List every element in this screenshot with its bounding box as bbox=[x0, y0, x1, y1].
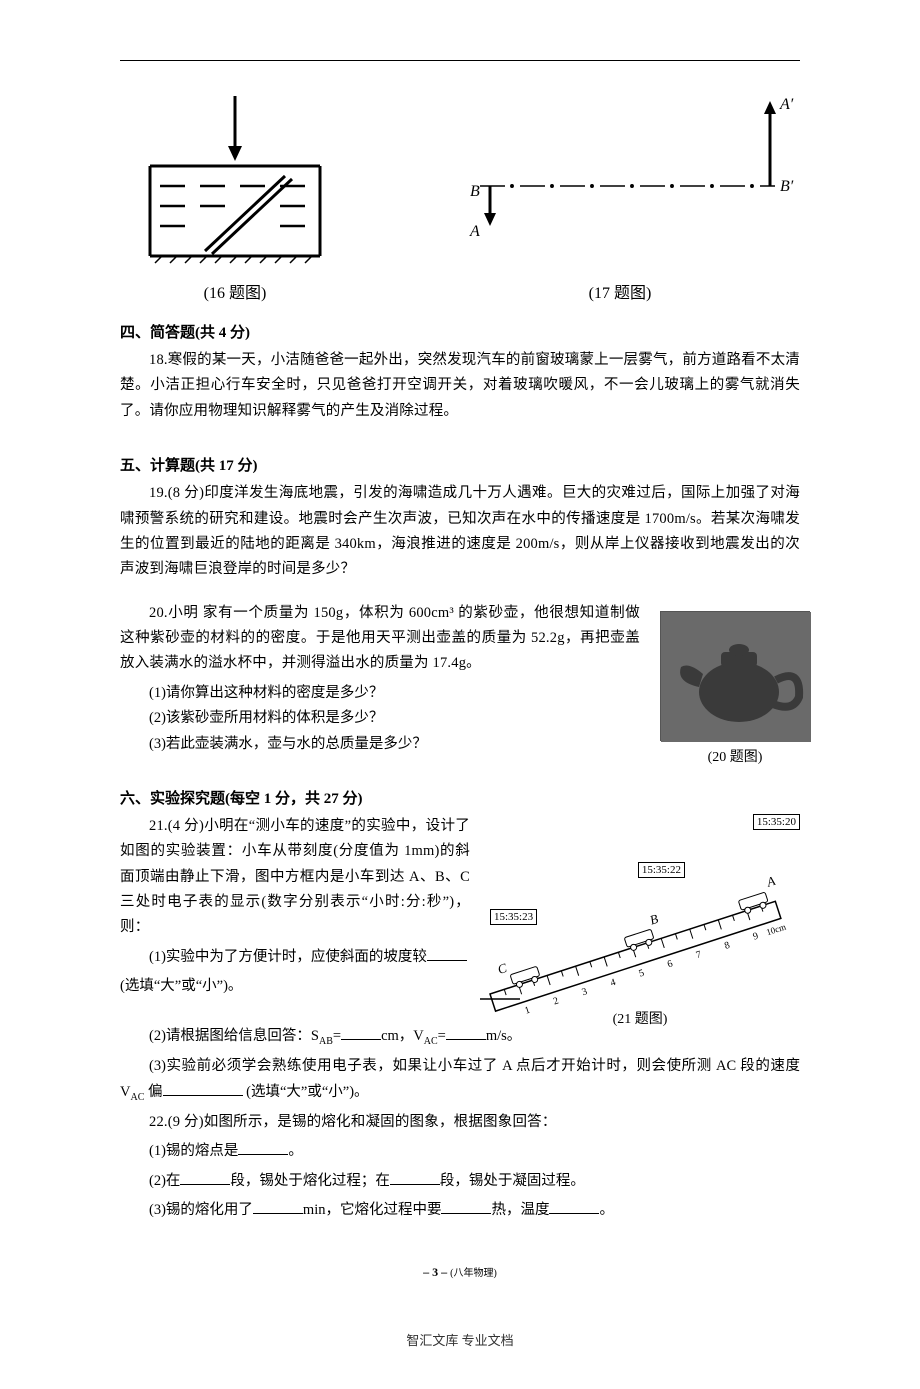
svg-text:7: 7 bbox=[695, 949, 703, 961]
figure-16 bbox=[120, 91, 350, 271]
q22-s1: (1)锡的熔点是 。 bbox=[120, 1139, 800, 1164]
q20-block: 20.小明 家有一个质量为 150g，体积为 600cm³ 的紫砂壶，他很想知道… bbox=[120, 601, 800, 757]
q22-s3: (3)锡的熔化用了 min，它熔化过程中要 热，温度 。 bbox=[120, 1198, 800, 1223]
page-footer: – 3 – (八年物理) bbox=[120, 1264, 800, 1280]
q22-s2b: 段，锡处于熔化过程；在 bbox=[230, 1173, 390, 1189]
svg-text:A′: A′ bbox=[779, 96, 794, 113]
blank bbox=[549, 1200, 599, 1215]
q21-s2cd: AC bbox=[424, 1036, 438, 1047]
q22-s3d: 。 bbox=[599, 1202, 614, 1218]
q21-s3b: 偏 bbox=[144, 1084, 162, 1100]
q21-s3: (3)实验前必须学会熟练使用电子表，如果让小车过了 A 点后才开始计时，则会使所… bbox=[120, 1054, 800, 1106]
q21-s2d: = bbox=[438, 1028, 446, 1044]
svg-text:A: A bbox=[469, 223, 480, 240]
page-footer-2: 智汇文库 专业文档 bbox=[120, 1330, 800, 1349]
top-rule bbox=[120, 60, 800, 61]
blank bbox=[390, 1170, 440, 1185]
svg-text:4: 4 bbox=[609, 977, 617, 989]
svg-text:9: 9 bbox=[752, 930, 760, 942]
q21-s2a: (2)请根据图给信息回答：S bbox=[149, 1028, 319, 1044]
blank bbox=[238, 1141, 288, 1156]
q19-text: 19.(8 分)印度洋发生海底地震，引发的海啸造成几十万人遇难。巨大的灾难过后，… bbox=[120, 481, 800, 583]
q21-caption: (21 题图) bbox=[480, 1008, 800, 1028]
blank bbox=[441, 1200, 491, 1215]
figure-captions: (16 题图) (17 题图) bbox=[120, 279, 800, 303]
q22-s2a: (2)在 bbox=[149, 1173, 180, 1189]
figure-17-caption: (17 题图) bbox=[440, 279, 800, 303]
svg-text:B: B bbox=[648, 911, 660, 928]
q22-s1a: (1)锡的熔点是 bbox=[149, 1143, 238, 1159]
svg-text:2: 2 bbox=[552, 995, 560, 1007]
q21-s3c: (选填“大”或“小”)。 bbox=[246, 1084, 368, 1100]
blank bbox=[163, 1081, 243, 1096]
q21-s1: (1)实验中为了方便计时，应使斜面的坡度较 bbox=[120, 945, 470, 970]
q22-s3a: (3)锡的熔化用了 bbox=[149, 1202, 253, 1218]
time-box-1: 15:35:20 bbox=[753, 814, 800, 830]
svg-text:6: 6 bbox=[666, 958, 674, 970]
blank bbox=[341, 1025, 381, 1040]
figures-row: B A A′ B′ bbox=[120, 91, 800, 271]
q21-s3sub: AC bbox=[130, 1092, 144, 1103]
svg-text:8: 8 bbox=[723, 940, 731, 952]
q22-s3b: min，它熔化过程中要 bbox=[303, 1202, 442, 1218]
svg-text:C: C bbox=[496, 960, 509, 977]
q22-lead: 22.(9 分)如图所示，是锡的熔化和凝固的图象，根据图象回答： bbox=[120, 1110, 800, 1135]
section-4-title: 四、简答题(共 4 分) bbox=[120, 321, 800, 342]
q22-s3c: 热，温度 bbox=[491, 1202, 549, 1218]
q21-s2ab: AB bbox=[319, 1036, 333, 1047]
page-number: – 3 – bbox=[423, 1265, 447, 1279]
q22-s2: (2)在 段，锡处于熔化过程；在 段，锡处于凝固过程。 bbox=[120, 1169, 800, 1194]
q21-s1b-line: (选填“大”或“小”)。 bbox=[120, 974, 470, 999]
q20-caption: (20 题图) bbox=[660, 746, 810, 766]
svg-text:B′: B′ bbox=[780, 178, 794, 195]
q21-s2b: = bbox=[333, 1028, 341, 1044]
q21-s2e: m/s。 bbox=[486, 1028, 521, 1044]
section-6-title: 六、实验探究题(每空 1 分，共 27 分) bbox=[120, 787, 800, 808]
blank bbox=[427, 946, 467, 961]
q21-lead: 21.(4 分)小明在“测小车的速度”的实验中，设计了如图的实验装置：小车从带刻… bbox=[120, 814, 470, 941]
blank bbox=[180, 1170, 230, 1185]
figure-17: B A A′ B′ bbox=[440, 91, 800, 271]
svg-text:A: A bbox=[764, 873, 777, 890]
teapot-image bbox=[660, 611, 810, 741]
time-box-2: 15:35:22 bbox=[638, 862, 685, 878]
time-box-3: 15:35:23 bbox=[490, 909, 537, 925]
figure-16-caption: (16 题图) bbox=[120, 279, 350, 303]
q22-s1b: 。 bbox=[288, 1143, 303, 1159]
svg-text:B: B bbox=[470, 183, 480, 200]
q18-text: 18.寒假的某一天，小洁随爸爸一起外出，突然发现汽车的前窗玻璃蒙上一层雾气，前方… bbox=[120, 348, 800, 424]
q22-s2c: 段，锡处于凝固过程。 bbox=[440, 1173, 585, 1189]
q21-s1b: (选填“大”或“小”)。 bbox=[120, 978, 242, 994]
svg-text:5: 5 bbox=[638, 968, 646, 980]
q21-s2c: cm，V bbox=[381, 1028, 424, 1044]
svg-text:3: 3 bbox=[580, 986, 588, 998]
q21-figure: 15:35:20 15:35:22 15:35:23 bbox=[480, 814, 800, 1024]
page-subject: (八年物理) bbox=[450, 1268, 497, 1279]
blank bbox=[253, 1200, 303, 1215]
section-5-title: 五、计算题(共 17 分) bbox=[120, 454, 800, 475]
svg-text:10cm: 10cm bbox=[765, 921, 787, 937]
q21-block: 21.(4 分)小明在“测小车的速度”的实验中，设计了如图的实验装置：小车从带刻… bbox=[120, 814, 800, 1024]
q21-s1a: (1)实验中为了方便计时，应使斜面的坡度较 bbox=[120, 945, 427, 970]
